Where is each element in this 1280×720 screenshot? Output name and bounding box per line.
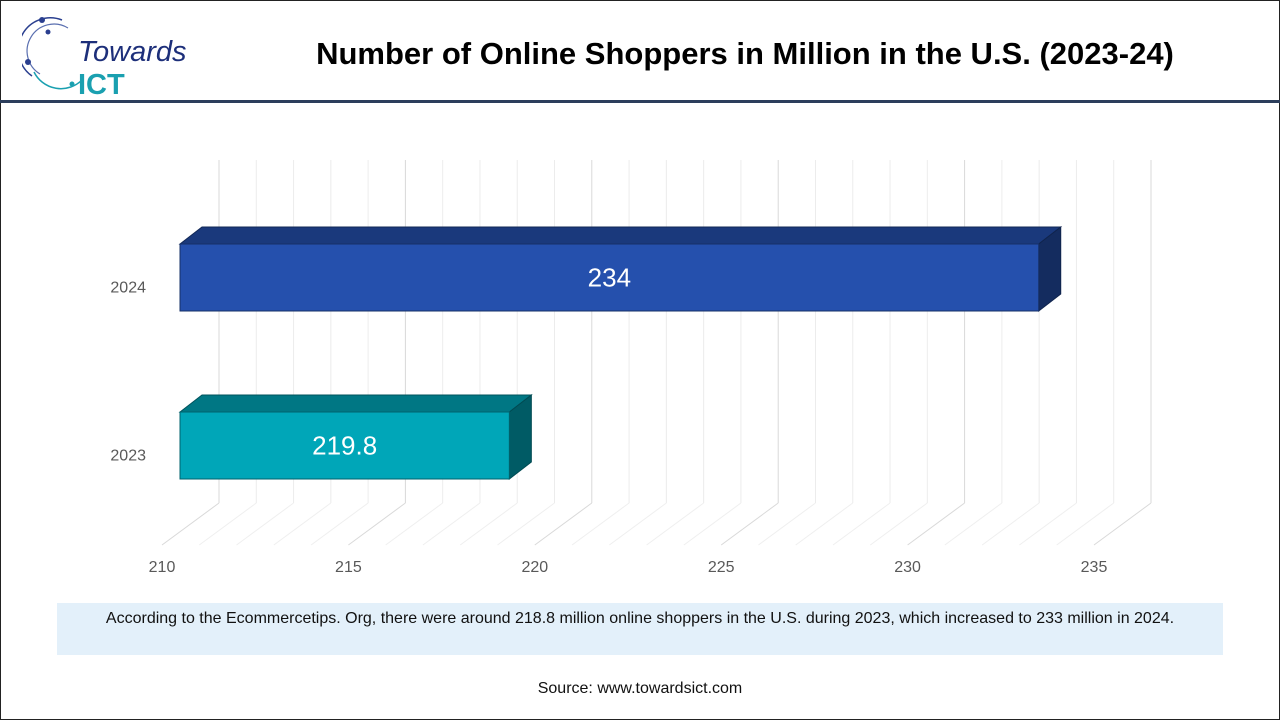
description-note: According to the Ecommercetips. Org, the… xyxy=(57,603,1223,655)
bar-top-face xyxy=(178,226,1063,245)
floor-gridline xyxy=(646,502,704,546)
data-label: 219.8 xyxy=(312,431,377,461)
floor-gridline xyxy=(422,502,481,546)
floor-gridline xyxy=(870,502,928,546)
x-tick-label: 230 xyxy=(894,559,921,576)
x-tick-label: 215 xyxy=(335,559,362,576)
floor-gridline xyxy=(198,502,257,546)
floor-gridline xyxy=(310,502,369,546)
floor-gridline xyxy=(236,502,294,546)
floor-gridline xyxy=(497,502,555,546)
floor-gridline xyxy=(720,502,779,546)
chart-title: Number of Online Shoppers in Million in … xyxy=(316,36,1174,71)
floor-gridline xyxy=(571,502,630,546)
bar-2023 xyxy=(179,411,510,480)
x-tick-label: 225 xyxy=(708,559,735,576)
floor-gridline xyxy=(161,502,220,546)
x-tick-label: 220 xyxy=(521,559,548,576)
floor-gridline xyxy=(534,502,593,546)
floor-gridline xyxy=(609,502,667,546)
header-divider xyxy=(0,100,1280,103)
bar-2024 xyxy=(179,243,1040,312)
floor-gridline xyxy=(1019,502,1077,546)
x-tick-label: 235 xyxy=(1081,559,1108,576)
logo-text: Towards ICT xyxy=(78,36,187,101)
source-text: Source: www.towardsict.com xyxy=(537,680,743,697)
logo-circuit-icon xyxy=(22,17,82,90)
floor-gridline xyxy=(273,502,332,546)
logo: Towards ICT xyxy=(22,14,222,101)
floor-gridline xyxy=(907,502,965,546)
data-label: 234 xyxy=(588,263,631,293)
floor-gridline xyxy=(832,502,891,546)
floor-gridline xyxy=(944,502,1003,546)
floor-gridline xyxy=(459,502,518,546)
bar-top-face xyxy=(178,394,533,413)
floor-gridline xyxy=(385,502,443,546)
floor-gridline xyxy=(1093,502,1152,546)
floor-gridline xyxy=(795,502,854,546)
floor-gridline xyxy=(348,502,406,546)
y-tick-label: 2024 xyxy=(110,280,146,297)
floor-gridline xyxy=(1056,502,1115,546)
y-tick-label: 2023 xyxy=(110,448,146,465)
floor-gridline xyxy=(758,502,816,546)
floor-gridline xyxy=(683,502,742,546)
x-tick-label: 210 xyxy=(149,559,176,576)
bar-chart: 210 215 220 225 230 235 234 2024 219.8 2023 xyxy=(110,160,1152,576)
floor-gridline xyxy=(981,502,1040,546)
